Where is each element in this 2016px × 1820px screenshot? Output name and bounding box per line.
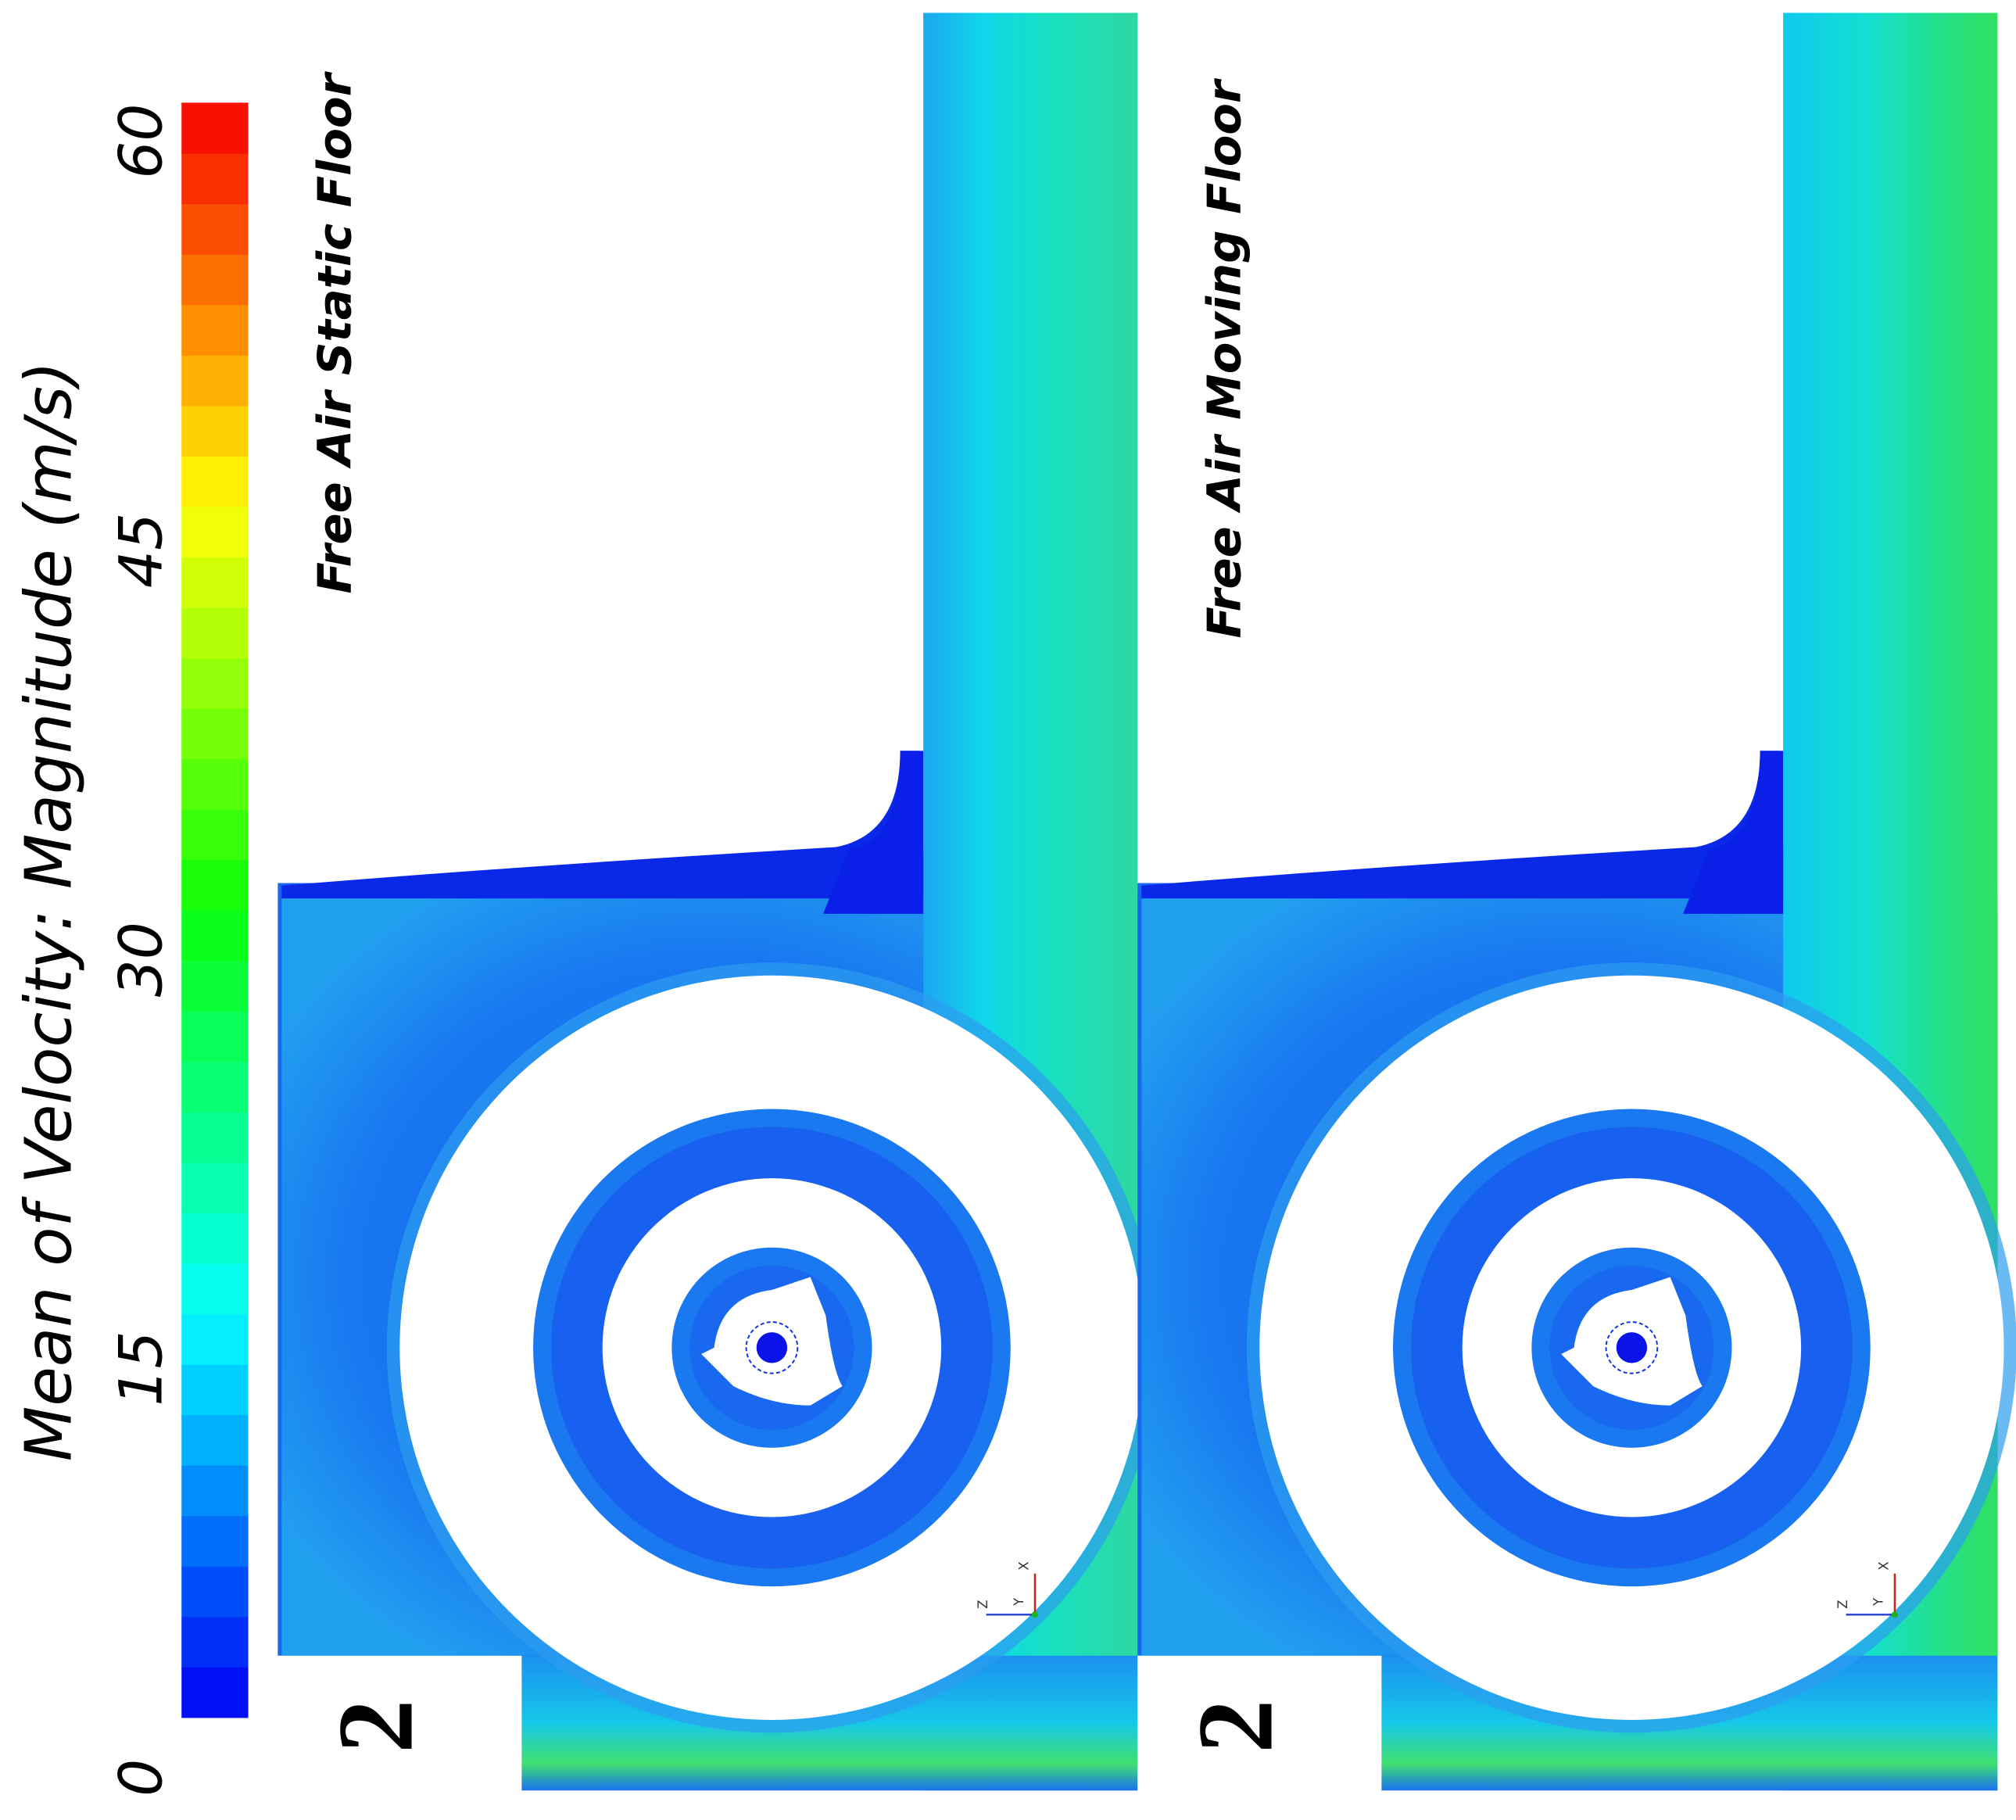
colorbar-tick-label: 30 [107, 922, 176, 997]
axis-label: Z [1835, 1600, 1850, 1609]
colorbar-band [181, 1464, 249, 1517]
triad-y [1891, 1611, 1899, 1618]
duct-lip [1683, 751, 1784, 914]
colorbar-band [181, 657, 249, 709]
axis-label: Y [1012, 1597, 1026, 1607]
colorbar-band [181, 1616, 249, 1668]
colorbar-band [181, 607, 249, 659]
axis-label: X [1016, 1561, 1031, 1570]
colorbar-band [181, 910, 249, 962]
colorbar-band [181, 1162, 249, 1214]
colorbar-band [181, 1061, 249, 1112]
colorbar-band [181, 758, 249, 810]
colorbar: 0 15 30 45 60 [107, 102, 249, 1797]
colorbar-band [181, 405, 249, 457]
panel-label: 2 [1176, 1700, 1295, 1754]
colorbar-band [181, 152, 249, 205]
colorbar-band [181, 557, 249, 608]
panel-title: Free Air Static Floor [308, 70, 362, 593]
colorbar-band [181, 102, 249, 154]
colorbar-band [181, 960, 249, 1012]
colorbar-band [181, 1414, 249, 1466]
colorbar-band [181, 859, 249, 911]
colorbar-band [181, 1011, 249, 1062]
label-box [278, 1655, 522, 1797]
colorbar-band [181, 708, 249, 760]
colorbar-tick-label: 0 [107, 1759, 176, 1797]
colorbar-band [181, 1667, 249, 1718]
label-box [1137, 1655, 1382, 1797]
colorbar-band [181, 1313, 249, 1365]
colorbar-band [181, 456, 249, 507]
colorbar-band [181, 808, 249, 861]
axis-label: X [1876, 1561, 1891, 1570]
colorbar-band [181, 506, 249, 558]
axle [756, 1332, 788, 1363]
colorbar-band [181, 1263, 249, 1315]
colorbar-title: Mean of Velocity: Magnitude (m/s) [12, 361, 86, 1462]
panel-title: Free Air Moving Floor [1197, 77, 1251, 638]
colorbar-band [181, 304, 249, 356]
axis-label: Z [976, 1600, 990, 1609]
colorbar-tick-label: 15 [107, 1331, 176, 1406]
colorbar-band [181, 203, 249, 255]
colorbar-tick-label: 45 [107, 513, 176, 588]
duct-lip [823, 751, 924, 914]
triad-y [1031, 1611, 1039, 1618]
colorbar-band [181, 1566, 249, 1618]
colorbar-band [181, 1363, 249, 1416]
axis-label: Y [1871, 1597, 1886, 1607]
panels: 2 Free Air Static Floor X Y Z 2 Free Air Movin… [278, 13, 2016, 1797]
colorbar-band [181, 1515, 249, 1567]
colorbar-tick-label: 60 [107, 104, 176, 179]
colorbar-band [181, 253, 249, 306]
axle-outline [1605, 1321, 1659, 1374]
colorbar-band [181, 1112, 249, 1163]
contour-panel: 2 Free Air Moving Floor X Y Z [1137, 13, 2016, 1797]
colorbar-band [181, 1213, 249, 1264]
axle-outline [745, 1321, 799, 1374]
contour-panel: 2 Free Air Static Floor X Y Z [278, 13, 1157, 1797]
colorbar-band [181, 355, 249, 407]
axle [1616, 1332, 1648, 1363]
panel-label: 2 [316, 1700, 435, 1754]
